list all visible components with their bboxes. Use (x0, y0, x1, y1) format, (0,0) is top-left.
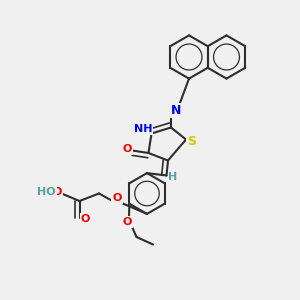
Text: O: O (123, 144, 132, 154)
Text: O: O (112, 193, 122, 203)
Text: O: O (123, 217, 132, 227)
Text: N: N (171, 103, 182, 117)
Text: NH: NH (134, 124, 152, 134)
Text: H: H (169, 172, 178, 182)
Text: O: O (52, 187, 62, 197)
Text: HO: HO (37, 187, 56, 197)
Text: S: S (187, 135, 196, 148)
Text: O: O (81, 214, 90, 224)
